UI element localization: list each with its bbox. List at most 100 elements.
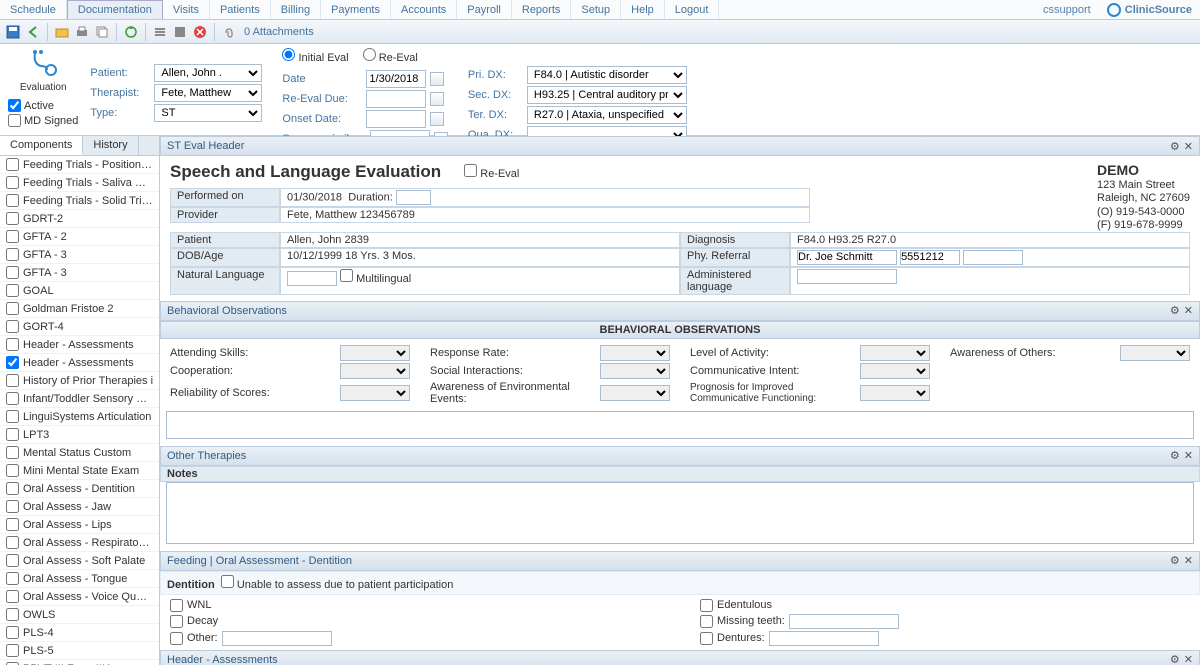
reeval-checkbox[interactable]: Re-Eval	[464, 168, 519, 180]
gear-icon[interactable]: ⚙	[1170, 304, 1180, 317]
component-checkbox[interactable]	[6, 248, 19, 261]
multilingual-check[interactable]: Multilingual	[340, 273, 411, 285]
prognosis-select[interactable]	[860, 385, 930, 401]
edentulous-check[interactable]: Edentulous	[700, 599, 1190, 612]
component-checkbox[interactable]	[6, 518, 19, 531]
component-checkbox[interactable]	[6, 266, 19, 279]
missing-teeth-check[interactable]: Missing teeth:	[700, 614, 1190, 629]
close-icon[interactable]: ✕	[1184, 449, 1193, 462]
pridx-select[interactable]: F84.0 | Autistic disorder	[527, 66, 687, 84]
component-checkbox[interactable]	[6, 392, 19, 405]
menu-reports[interactable]: Reports	[512, 0, 572, 19]
component-checkbox[interactable]	[6, 320, 19, 333]
menu-help[interactable]: Help	[621, 0, 665, 19]
md-signed-checkbox[interactable]: MD Signed	[8, 114, 78, 127]
close-icon[interactable]: ✕	[1184, 304, 1193, 317]
save-icon[interactable]	[4, 23, 22, 41]
phyref-num[interactable]	[900, 250, 960, 265]
menu-setup[interactable]: Setup	[571, 0, 621, 19]
components-list[interactable]: Feeding Trials - PositioningFeeding Tria…	[0, 156, 159, 665]
component-item[interactable]: PLS-5	[0, 642, 159, 660]
component-checkbox[interactable]	[6, 572, 19, 585]
component-item[interactable]: GFTA - 3	[0, 246, 159, 264]
initial-eval-radio[interactable]: Initial Eval	[282, 48, 348, 64]
fax-icon[interactable]	[171, 23, 189, 41]
adminlang-input[interactable]	[797, 269, 897, 284]
copy-icon[interactable]	[93, 23, 111, 41]
component-checkbox[interactable]	[6, 176, 19, 189]
calendar-icon[interactable]	[430, 72, 444, 86]
component-item[interactable]: Oral Assess - Lips	[0, 516, 159, 534]
component-checkbox[interactable]	[6, 302, 19, 315]
component-item[interactable]: Infant/Toddler Sensory Pro	[0, 390, 159, 408]
other-dent-input[interactable]	[222, 631, 332, 646]
social-select[interactable]	[600, 363, 670, 379]
duration-input[interactable]	[396, 190, 431, 205]
component-item[interactable]: LPT3	[0, 426, 159, 444]
dentures-input[interactable]	[769, 631, 879, 646]
component-item[interactable]: GFTA - 3	[0, 264, 159, 282]
component-item[interactable]: Goldman Fristoe 2	[0, 300, 159, 318]
secdx-select[interactable]: H93.25 | Central auditory processing d	[527, 86, 687, 104]
component-checkbox[interactable]	[6, 590, 19, 603]
component-checkbox[interactable]	[6, 482, 19, 495]
intent-select[interactable]	[860, 363, 930, 379]
component-checkbox[interactable]	[6, 536, 19, 549]
component-checkbox[interactable]	[6, 500, 19, 513]
component-checkbox[interactable]	[6, 464, 19, 477]
menu-accounts[interactable]: Accounts	[391, 0, 457, 19]
print-icon[interactable]	[73, 23, 91, 41]
open-icon[interactable]	[53, 23, 71, 41]
attachment-count[interactable]: 0 Attachments	[244, 26, 314, 38]
component-item[interactable]: PLS-4	[0, 624, 159, 642]
menu-billing[interactable]: Billing	[271, 0, 321, 19]
menu-schedule[interactable]: Schedule	[0, 0, 67, 19]
tab-components[interactable]: Components	[0, 136, 83, 155]
decay-check[interactable]: Decay	[170, 614, 660, 629]
activity-select[interactable]	[860, 345, 930, 361]
wnl-check[interactable]: WNL	[170, 599, 660, 612]
component-checkbox[interactable]	[6, 446, 19, 459]
refresh-icon[interactable]	[122, 23, 140, 41]
component-checkbox[interactable]	[6, 410, 19, 423]
component-item[interactable]: GFTA - 2	[0, 228, 159, 246]
gear-icon[interactable]: ⚙	[1170, 140, 1180, 153]
coop-select[interactable]	[340, 363, 410, 379]
awareness-others-select[interactable]	[1120, 345, 1190, 361]
component-checkbox[interactable]	[6, 554, 19, 567]
component-item[interactable]: GDRT-2	[0, 210, 159, 228]
re-eval-radio[interactable]: Re-Eval	[363, 48, 418, 64]
menu-patients[interactable]: Patients	[210, 0, 271, 19]
component-checkbox[interactable]	[6, 338, 19, 351]
calendar-icon[interactable]	[430, 112, 444, 126]
component-item[interactable]: GORT-4	[0, 318, 159, 336]
back-icon[interactable]	[24, 23, 42, 41]
component-checkbox[interactable]	[6, 374, 19, 387]
therapist-select[interactable]: Fete, Matthew	[154, 84, 262, 102]
component-item[interactable]: Header - Assessments	[0, 336, 159, 354]
component-item[interactable]: Header - Assessments	[0, 354, 159, 372]
close-icon[interactable]: ✕	[1184, 554, 1193, 567]
gear-icon[interactable]: ⚙	[1170, 449, 1180, 462]
response-select[interactable]	[600, 345, 670, 361]
attending-select[interactable]	[340, 345, 410, 361]
component-checkbox[interactable]	[6, 356, 19, 369]
close-icon[interactable]: ✕	[1184, 140, 1193, 153]
component-checkbox[interactable]	[6, 428, 19, 441]
behavioral-notes[interactable]	[166, 411, 1194, 439]
component-item[interactable]: Feeding Trials - Positioning	[0, 156, 159, 174]
component-checkbox[interactable]	[6, 230, 19, 243]
component-checkbox[interactable]	[6, 194, 19, 207]
date-input[interactable]	[366, 70, 426, 88]
menu-visits[interactable]: Visits	[163, 0, 210, 19]
component-item[interactable]: Oral Assess - Soft Palate	[0, 552, 159, 570]
component-checkbox[interactable]	[6, 212, 19, 225]
active-checkbox[interactable]: Active	[8, 99, 78, 112]
component-item[interactable]: GOAL	[0, 282, 159, 300]
component-item[interactable]: Oral Assess - Voice Quality	[0, 588, 159, 606]
component-checkbox[interactable]	[6, 284, 19, 297]
component-item[interactable]: Oral Assess - Respiratory S	[0, 534, 159, 552]
missing-teeth-input[interactable]	[789, 614, 899, 629]
component-checkbox[interactable]	[6, 626, 19, 639]
terdx-select[interactable]: R27.0 | Ataxia, unspecified	[527, 106, 687, 124]
